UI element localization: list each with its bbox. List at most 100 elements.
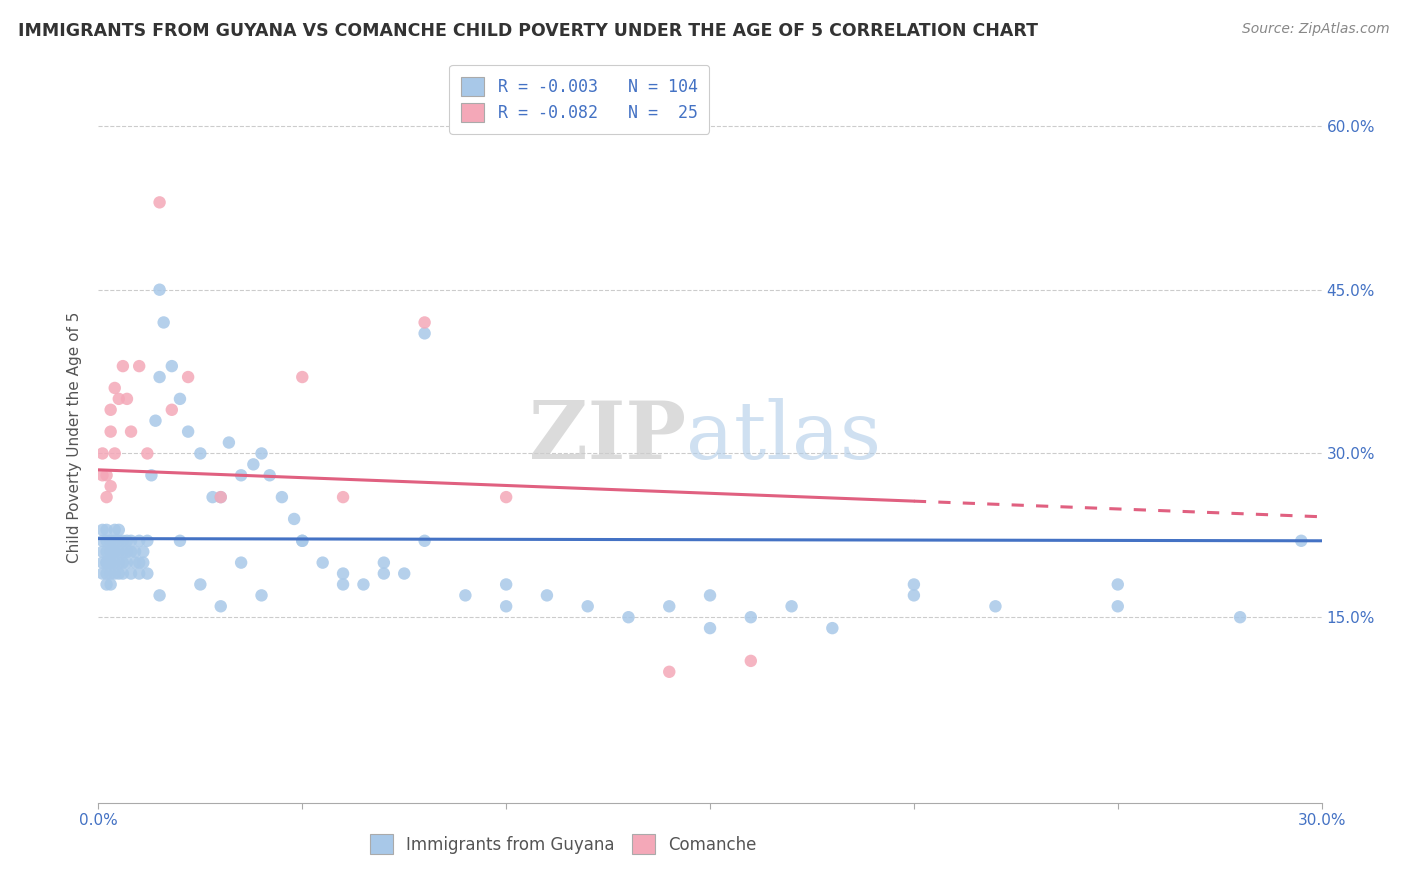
Point bbox=[141, 468, 163, 483]
Point bbox=[188, 577, 212, 591]
Point bbox=[392, 566, 416, 581]
Point bbox=[169, 533, 191, 548]
Point bbox=[96, 556, 118, 570]
Point bbox=[209, 490, 232, 504]
Point bbox=[104, 523, 127, 537]
Point bbox=[96, 566, 118, 581]
Point bbox=[111, 556, 134, 570]
Point bbox=[1107, 599, 1129, 614]
Point bbox=[332, 566, 354, 581]
Point bbox=[91, 533, 114, 548]
Point bbox=[91, 523, 114, 537]
Y-axis label: Child Poverty Under the Age of 5: Child Poverty Under the Age of 5 bbox=[67, 311, 83, 563]
Point bbox=[111, 359, 134, 373]
Point bbox=[128, 556, 150, 570]
Point bbox=[91, 556, 114, 570]
Point bbox=[96, 468, 118, 483]
Point bbox=[283, 512, 305, 526]
Point bbox=[291, 533, 314, 548]
Legend: Immigrants from Guyana, Comanche: Immigrants from Guyana, Comanche bbox=[363, 828, 763, 860]
Point bbox=[108, 392, 131, 406]
Point bbox=[104, 566, 127, 581]
Point bbox=[495, 599, 517, 614]
Point bbox=[104, 545, 127, 559]
Point bbox=[91, 545, 114, 559]
Point bbox=[100, 545, 122, 559]
Point bbox=[100, 533, 122, 548]
Point bbox=[111, 545, 134, 559]
Point bbox=[1291, 533, 1313, 548]
Point bbox=[128, 359, 150, 373]
Point bbox=[120, 533, 142, 548]
Point bbox=[495, 577, 517, 591]
Point bbox=[821, 621, 844, 635]
Point bbox=[124, 545, 146, 559]
Point bbox=[96, 545, 118, 559]
Point bbox=[115, 392, 138, 406]
Text: atlas: atlas bbox=[686, 398, 880, 476]
Point bbox=[108, 566, 131, 581]
Point bbox=[96, 523, 118, 537]
Point bbox=[903, 577, 925, 591]
Point bbox=[413, 315, 436, 329]
Point bbox=[413, 533, 436, 548]
Point bbox=[100, 425, 122, 439]
Point bbox=[201, 490, 224, 504]
Point bbox=[160, 359, 183, 373]
Point bbox=[124, 556, 146, 570]
Point bbox=[100, 545, 122, 559]
Point bbox=[91, 446, 114, 460]
Point bbox=[740, 610, 762, 624]
Point bbox=[120, 566, 142, 581]
Point bbox=[699, 588, 721, 602]
Point bbox=[332, 490, 354, 504]
Point bbox=[536, 588, 558, 602]
Point bbox=[149, 195, 172, 210]
Point bbox=[903, 588, 925, 602]
Point bbox=[231, 468, 253, 483]
Point bbox=[259, 468, 281, 483]
Point bbox=[250, 588, 273, 602]
Point bbox=[100, 533, 122, 548]
Text: ZIP: ZIP bbox=[529, 398, 686, 476]
Point bbox=[100, 577, 122, 591]
Point bbox=[177, 370, 200, 384]
Point bbox=[100, 556, 122, 570]
Point bbox=[658, 599, 681, 614]
Point bbox=[658, 665, 681, 679]
Point bbox=[231, 556, 253, 570]
Point bbox=[160, 402, 183, 417]
Point bbox=[312, 556, 335, 570]
Text: IMMIGRANTS FROM GUYANA VS COMANCHE CHILD POVERTY UNDER THE AGE OF 5 CORRELATION : IMMIGRANTS FROM GUYANA VS COMANCHE CHILD… bbox=[18, 22, 1038, 40]
Point bbox=[149, 370, 172, 384]
Point bbox=[699, 621, 721, 635]
Point bbox=[111, 566, 134, 581]
Point bbox=[149, 283, 172, 297]
Point bbox=[576, 599, 599, 614]
Point bbox=[145, 414, 167, 428]
Point bbox=[152, 315, 174, 329]
Point bbox=[120, 425, 142, 439]
Point bbox=[454, 588, 477, 602]
Point bbox=[984, 599, 1007, 614]
Point bbox=[104, 533, 127, 548]
Point bbox=[177, 425, 200, 439]
Point bbox=[209, 490, 232, 504]
Point bbox=[100, 479, 122, 493]
Point bbox=[100, 402, 122, 417]
Point bbox=[91, 468, 114, 483]
Point bbox=[120, 545, 142, 559]
Point bbox=[91, 566, 114, 581]
Point bbox=[188, 446, 212, 460]
Point bbox=[149, 588, 172, 602]
Text: Source: ZipAtlas.com: Source: ZipAtlas.com bbox=[1241, 22, 1389, 37]
Point bbox=[104, 556, 127, 570]
Point bbox=[128, 566, 150, 581]
Point bbox=[270, 490, 294, 504]
Point bbox=[352, 577, 374, 591]
Point bbox=[132, 556, 155, 570]
Point bbox=[291, 533, 314, 548]
Point bbox=[291, 370, 314, 384]
Point bbox=[136, 566, 159, 581]
Point bbox=[218, 435, 240, 450]
